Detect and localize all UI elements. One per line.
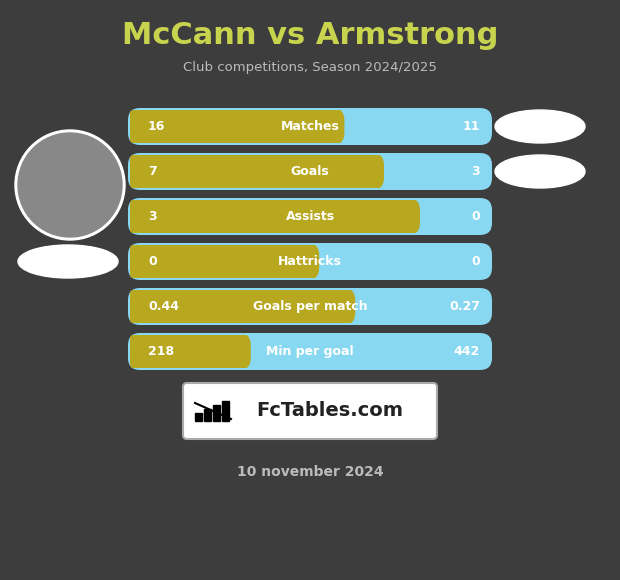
Circle shape	[18, 133, 122, 237]
Ellipse shape	[18, 245, 118, 278]
Text: Club competitions, Season 2024/2025: Club competitions, Season 2024/2025	[183, 61, 437, 74]
Text: FcTables.com: FcTables.com	[257, 401, 404, 420]
FancyBboxPatch shape	[128, 198, 492, 235]
Text: 0: 0	[471, 255, 480, 268]
Text: 3: 3	[148, 210, 157, 223]
Text: 7: 7	[148, 165, 157, 178]
FancyBboxPatch shape	[128, 108, 492, 145]
FancyBboxPatch shape	[128, 288, 492, 325]
Text: 16: 16	[148, 120, 166, 133]
Text: Goals per match: Goals per match	[253, 300, 367, 313]
FancyBboxPatch shape	[128, 243, 492, 280]
Bar	[195, 413, 202, 421]
Text: 442: 442	[454, 345, 480, 358]
Text: 0.44: 0.44	[148, 300, 179, 313]
Text: 11: 11	[463, 120, 480, 133]
Circle shape	[15, 130, 125, 240]
Text: Assists: Assists	[285, 210, 335, 223]
FancyBboxPatch shape	[128, 333, 251, 370]
Text: Hattricks: Hattricks	[278, 255, 342, 268]
Bar	[213, 405, 220, 421]
Text: McCann vs Armstrong: McCann vs Armstrong	[122, 20, 498, 49]
Text: Min per goal: Min per goal	[266, 345, 354, 358]
FancyBboxPatch shape	[128, 288, 355, 325]
Ellipse shape	[495, 110, 585, 143]
Bar	[204, 409, 211, 421]
Text: 218: 218	[148, 345, 174, 358]
FancyBboxPatch shape	[128, 198, 420, 235]
Text: Matches: Matches	[281, 120, 339, 133]
Text: 0: 0	[471, 210, 480, 223]
Bar	[222, 401, 229, 421]
FancyBboxPatch shape	[128, 108, 344, 145]
FancyBboxPatch shape	[128, 333, 492, 370]
Text: Goals: Goals	[291, 165, 329, 178]
Text: 0: 0	[148, 255, 157, 268]
FancyBboxPatch shape	[128, 243, 319, 280]
Ellipse shape	[495, 155, 585, 188]
Text: 3: 3	[471, 165, 480, 178]
FancyBboxPatch shape	[183, 383, 437, 439]
Text: 10 november 2024: 10 november 2024	[237, 465, 383, 479]
Text: 0.27: 0.27	[449, 300, 480, 313]
FancyBboxPatch shape	[128, 153, 384, 190]
FancyBboxPatch shape	[128, 153, 492, 190]
